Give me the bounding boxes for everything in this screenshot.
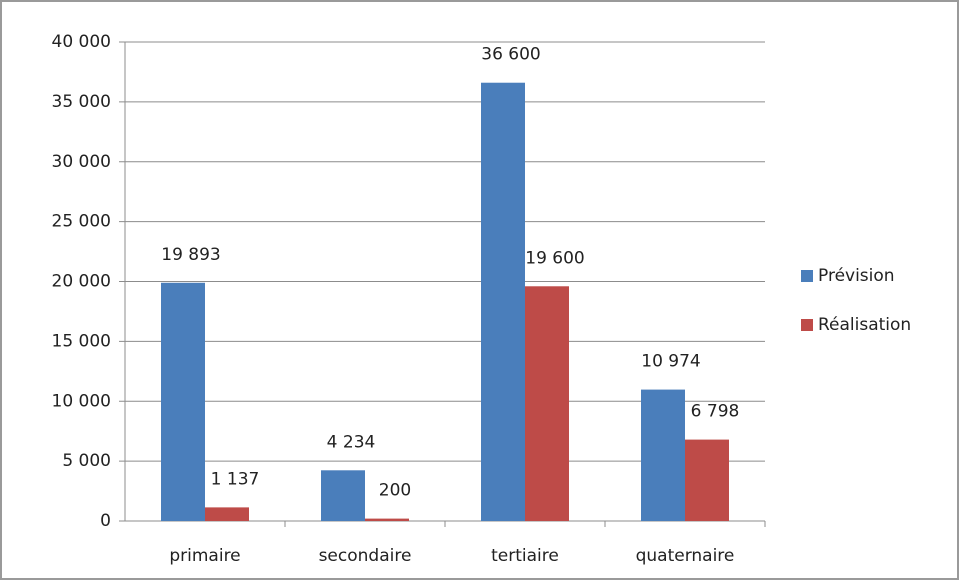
legend-swatch bbox=[801, 270, 813, 282]
legend-label: Réalisation bbox=[818, 315, 911, 335]
legend-label: Prévision bbox=[818, 266, 895, 286]
bar bbox=[685, 439, 729, 521]
bar bbox=[525, 286, 569, 521]
y-tick-label: 0 bbox=[100, 511, 111, 531]
bar bbox=[365, 518, 409, 521]
bar bbox=[321, 470, 365, 521]
y-tick-label: 15 000 bbox=[52, 331, 111, 351]
value-label: 36 600 bbox=[481, 45, 540, 65]
y-tick-label: 40 000 bbox=[52, 32, 111, 52]
value-label: 1 137 bbox=[211, 469, 260, 489]
value-label: 6 798 bbox=[691, 402, 740, 422]
bar bbox=[161, 282, 205, 521]
y-tick-label: 10 000 bbox=[52, 391, 111, 411]
value-label: 10 974 bbox=[641, 352, 700, 372]
y-tick-label: 35 000 bbox=[52, 92, 111, 112]
x-tick-label: quaternaire bbox=[636, 546, 735, 566]
y-tick-label: 5 000 bbox=[62, 451, 111, 471]
bar bbox=[481, 82, 525, 521]
y-tick-label: 20 000 bbox=[52, 272, 111, 292]
value-label: 19 893 bbox=[161, 245, 220, 265]
legend-swatch bbox=[801, 319, 813, 331]
value-label: 19 600 bbox=[525, 248, 584, 268]
y-tick-label: 30 000 bbox=[52, 152, 111, 172]
x-tick-label: tertiaire bbox=[491, 546, 559, 566]
y-tick-label: 25 000 bbox=[52, 212, 111, 232]
value-label: 200 bbox=[379, 481, 411, 501]
bar bbox=[205, 507, 249, 521]
x-tick-label: secondaire bbox=[319, 546, 412, 566]
value-label: 4 234 bbox=[327, 432, 376, 452]
bar bbox=[641, 389, 685, 521]
x-tick-label: primaire bbox=[169, 546, 240, 566]
